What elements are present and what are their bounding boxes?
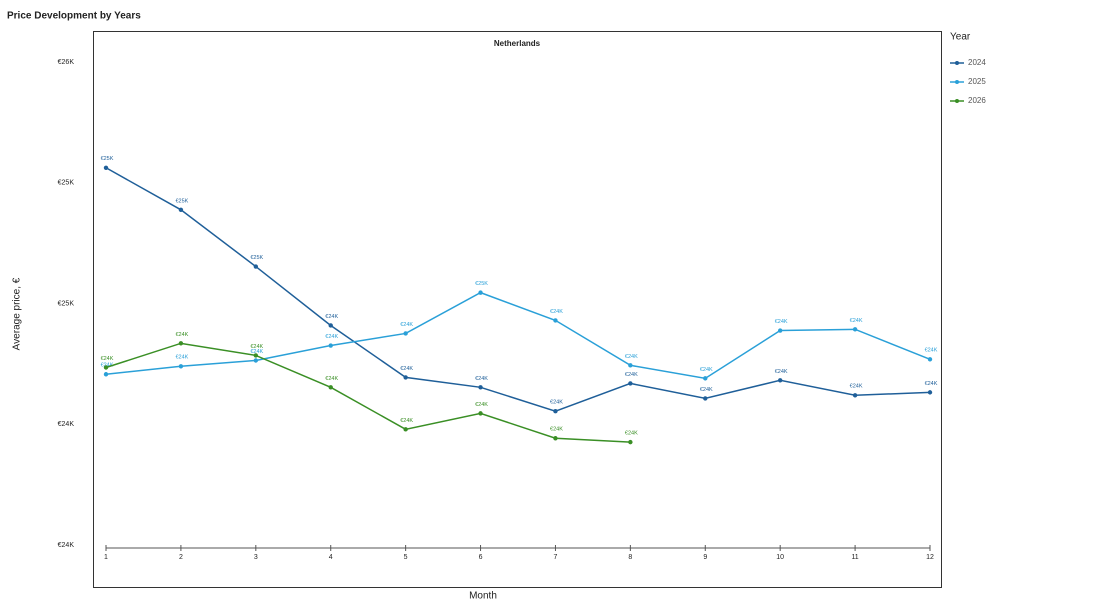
point <box>403 331 408 336</box>
x-tick-label: 5 <box>404 554 408 561</box>
data-label: €24K <box>250 349 263 355</box>
data-label: €24K <box>625 354 638 360</box>
y-tick-label: €25K <box>58 180 75 187</box>
data-label: €24K <box>325 334 338 340</box>
x-tick-label: 9 <box>703 554 707 561</box>
y-tick-label: €25K <box>58 300 75 307</box>
point <box>403 375 408 380</box>
point <box>253 353 259 358</box>
data-label: €24K <box>625 431 638 437</box>
point <box>328 343 333 348</box>
point <box>478 385 483 390</box>
point <box>553 409 558 414</box>
point <box>628 363 633 368</box>
point <box>553 436 558 441</box>
data-label: €24K <box>850 384 863 390</box>
data-label: €24K <box>925 348 938 354</box>
data-label: €25K <box>175 198 188 204</box>
legend-label: 2026 <box>968 96 986 105</box>
line <box>105 291 931 380</box>
chart-title: Price Development by Years <box>7 11 141 22</box>
data-label: €24K <box>101 356 114 362</box>
subtitle: Netherlands <box>494 39 541 48</box>
data-label: €24K <box>475 376 488 382</box>
data-label: €24K <box>550 400 563 406</box>
data-label: €24K <box>700 367 713 373</box>
point <box>328 385 333 390</box>
data-label: €24K <box>400 366 413 372</box>
data-label: €25K <box>101 156 114 162</box>
point <box>403 427 408 432</box>
x-tick-label: 10 <box>776 554 784 561</box>
legend-marker <box>955 99 959 103</box>
y-tick-label: €24K <box>58 542 75 549</box>
legend-label: 2024 <box>968 58 986 67</box>
data-label: €24K <box>850 318 863 324</box>
point <box>927 390 933 395</box>
point <box>628 439 633 445</box>
legend-label: 2025 <box>968 77 986 86</box>
point <box>178 207 184 212</box>
point <box>777 328 783 333</box>
point <box>628 381 633 386</box>
x-tick-label: 4 <box>329 554 333 561</box>
data-label: €24K <box>550 309 563 315</box>
x-tick-label: 11 <box>851 554 858 561</box>
data-label: €24K <box>175 332 188 338</box>
data-label: €24K <box>400 322 413 328</box>
point <box>703 376 708 381</box>
point <box>553 318 558 323</box>
x-tick-label: 12 <box>926 554 934 561</box>
y-axis-label: Average price, € <box>12 277 23 350</box>
data-label: €24K <box>925 381 938 387</box>
point <box>927 357 933 362</box>
x-tick-label: 8 <box>628 554 632 561</box>
x-tick-label: 6 <box>479 554 483 561</box>
data-label: €24K <box>700 387 713 393</box>
x-axis-label: Month <box>469 591 497 602</box>
x-tick-label: 2 <box>179 554 183 561</box>
data-label: €24K <box>475 402 488 408</box>
legend-title: Year <box>950 32 971 43</box>
data-label: €25K <box>250 255 263 261</box>
point <box>178 364 184 369</box>
point <box>777 378 783 383</box>
data-label: €24K <box>325 376 338 382</box>
point <box>103 165 109 170</box>
data-label: €24K <box>775 369 788 375</box>
point <box>103 365 109 370</box>
line <box>105 342 631 443</box>
point <box>178 341 184 346</box>
data-label: €24K <box>400 418 413 424</box>
point <box>253 358 259 363</box>
point <box>478 411 483 416</box>
point <box>328 323 333 328</box>
plot-frame <box>93 31 942 588</box>
data-label: €24K <box>775 319 788 325</box>
data-label: €25K <box>475 281 488 287</box>
y-tick-label: €26K <box>58 59 75 66</box>
data-label: €24K <box>250 344 263 350</box>
point <box>478 290 483 295</box>
x-tick-label: 7 <box>554 554 558 561</box>
point <box>703 396 708 401</box>
y-tick-label: €24K <box>58 421 75 428</box>
point <box>103 372 109 377</box>
point <box>852 393 858 398</box>
data-label: €24K <box>325 314 338 320</box>
point <box>253 264 259 269</box>
data-label: €24K <box>625 372 638 378</box>
line <box>105 167 931 413</box>
x-tick-label: 1 <box>104 554 108 561</box>
legend-marker <box>955 80 959 84</box>
x-tick-label: 3 <box>254 554 258 561</box>
legend-marker <box>955 61 959 65</box>
point <box>852 327 858 332</box>
data-label: €24K <box>175 355 188 361</box>
data-label: €24K <box>550 427 563 433</box>
